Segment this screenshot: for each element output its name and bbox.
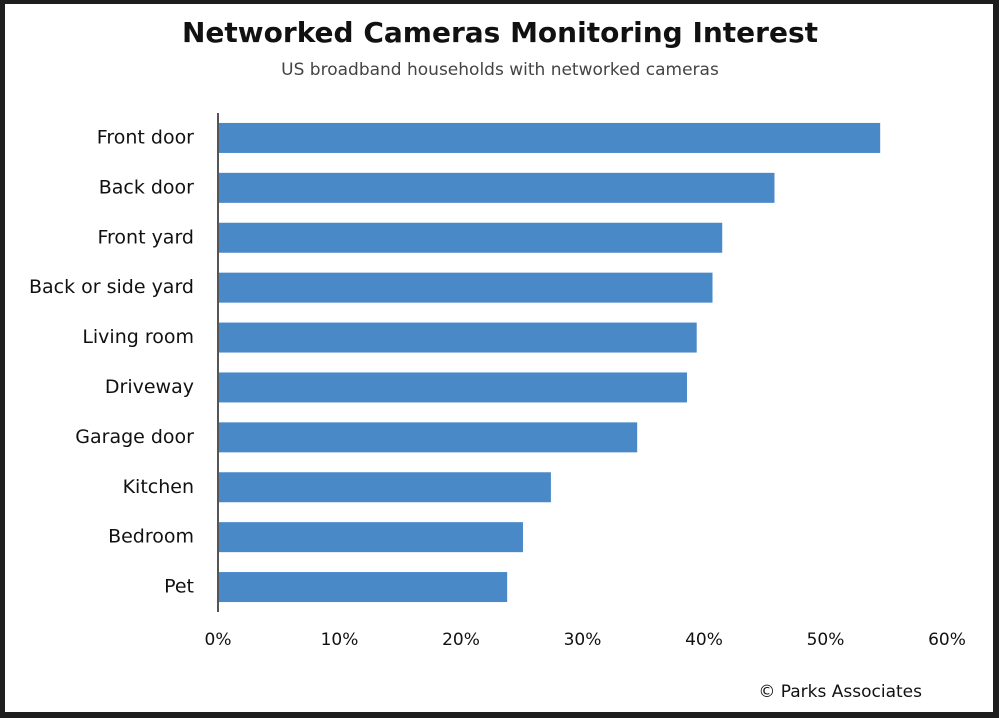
- x-tick-label: 0%: [205, 630, 232, 650]
- x-tick-label: 10%: [321, 630, 359, 650]
- chart-title: Networked Cameras Monitoring Interest: [182, 16, 818, 49]
- bar: [218, 522, 523, 553]
- bar: [218, 572, 508, 603]
- y-tick-label: Bedroom: [108, 526, 194, 548]
- y-tick-label: Driveway: [105, 376, 194, 398]
- y-tick-label: Back or side yard: [29, 276, 194, 298]
- bar: [218, 272, 713, 303]
- y-tick-label: Front yard: [97, 226, 194, 248]
- chart-subtitle: US broadband households with networked c…: [281, 60, 719, 80]
- x-tick-label: 30%: [564, 630, 602, 650]
- y-tick-label: Pet: [164, 576, 194, 598]
- y-tick-label: Garage door: [75, 426, 194, 448]
- x-tick-label: 60%: [928, 630, 966, 650]
- bar: [218, 122, 881, 153]
- x-tick-label: 50%: [807, 630, 845, 650]
- y-tick-label: Living room: [82, 326, 194, 348]
- bar: [218, 372, 687, 403]
- panel: [5, 4, 993, 712]
- x-tick-label: 20%: [442, 630, 480, 650]
- bar: [218, 222, 723, 253]
- bar: [218, 172, 775, 203]
- y-tick-label: Kitchen: [123, 476, 194, 498]
- bar: [218, 422, 638, 453]
- bar: [218, 472, 551, 503]
- y-tick-label: Front door: [97, 126, 194, 148]
- bar: [218, 322, 697, 353]
- source: © Parks Associates: [758, 682, 922, 702]
- x-tick-label: 40%: [685, 630, 723, 650]
- y-tick-label: Back door: [99, 176, 194, 198]
